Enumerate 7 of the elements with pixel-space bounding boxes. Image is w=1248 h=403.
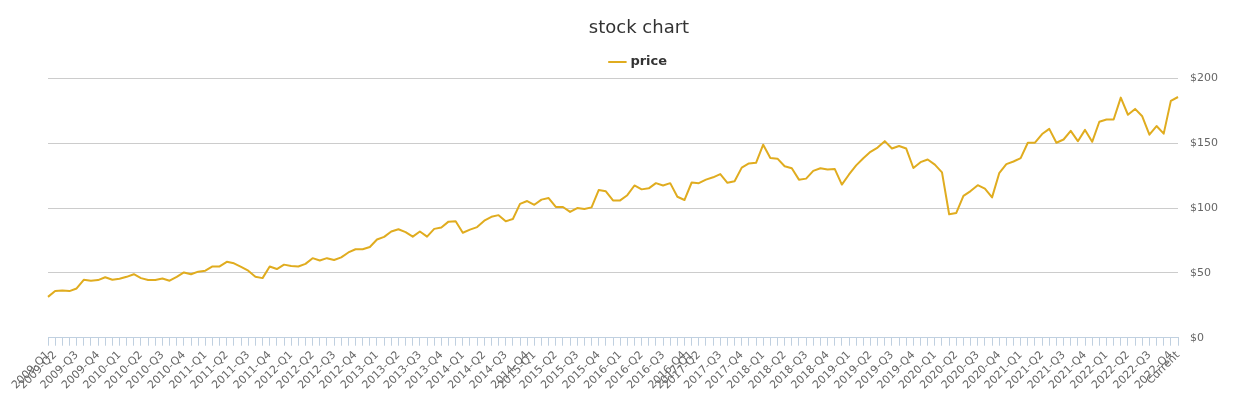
y-tick-label: $0 (1190, 330, 1205, 344)
y-tick-label: $200 (1190, 71, 1219, 85)
chart-title: stock chart (588, 16, 690, 38)
y-tick-label: $150 (1190, 136, 1219, 150)
y-tick-label: $100 (1190, 201, 1219, 215)
legend-label: price (630, 53, 668, 69)
y-tick-label: $50 (1190, 265, 1212, 279)
